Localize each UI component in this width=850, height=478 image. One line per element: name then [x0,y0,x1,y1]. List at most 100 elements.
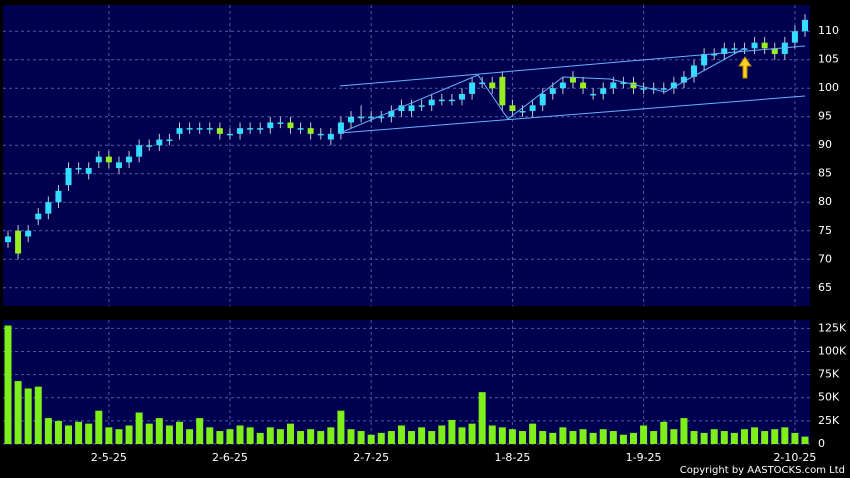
candle-body [701,54,708,66]
volume-bar [176,421,184,444]
volume-bar [680,418,688,444]
volume-bar [54,420,62,444]
candle-body [539,93,546,106]
volume-bar [206,427,214,444]
y-tick-label: 50K [818,391,840,404]
candle-body [519,111,526,113]
volume-bar [589,432,597,444]
candle-body [45,202,52,214]
volume-bar [791,432,799,444]
volume-bar [115,429,123,444]
candle-body [559,82,566,89]
volume-bar [34,386,42,444]
volume-bar [488,425,496,444]
candle-body [378,116,385,119]
volume-bar [438,425,446,444]
volume-bar [226,429,234,444]
candle-body [206,128,213,130]
volume-bar [347,429,355,444]
y-tick-label: 90 [818,138,832,151]
candle-body [126,156,133,163]
volume-bar [216,431,224,444]
volume-bar [771,429,779,444]
candle-body [428,99,435,106]
volume-bar [165,425,173,444]
y-tick-label: 100 [818,81,839,94]
candle-body [731,48,738,50]
candle-body [640,88,647,90]
y-tick-label: 65 [818,281,832,294]
candle-body [146,145,153,147]
y-tick-label: 110 [818,24,839,37]
candle-body [469,82,476,94]
volume-bar [700,432,708,444]
x-tick-label: 2-5-25 [91,451,127,464]
volume-bar [761,431,769,444]
candle-body [590,93,597,96]
volume-bar [286,423,294,444]
candle-body [65,168,72,186]
trend-lines [339,45,806,134]
candle-body [166,139,173,142]
volume-bar [196,418,204,444]
candle-body [569,76,576,83]
candle-body [25,230,32,237]
volume-bar [720,431,728,444]
candle-body [388,111,395,117]
channel-lower [339,95,806,134]
volume-bar [478,392,486,444]
candle-body [418,105,425,107]
candle-body [327,133,334,140]
y-tick-label: 85 [818,167,832,180]
volume-bar [508,429,516,444]
y-tick-label: 25K [818,414,840,427]
volume-bar [609,431,617,444]
volume-bar [599,429,607,444]
candle-body [186,128,193,130]
candle-body [368,116,375,119]
candle-body [267,122,274,129]
candle-body [458,93,465,100]
candle-body [479,82,486,85]
candle-body [85,168,92,174]
volume-bar [155,418,163,444]
candle-body [529,105,536,112]
candle-body [95,156,102,163]
volume-bar [357,431,365,444]
y-tick-label: 125K [818,321,847,334]
volume-bar [397,425,405,444]
candle-body [741,48,748,50]
volume-bar [629,432,637,444]
volume-bar [519,431,527,444]
candle-body [549,88,556,94]
candle-body [35,213,42,220]
candle-body [771,48,778,55]
candle-body [55,190,62,203]
volume-bar [619,434,627,444]
volume-bar [549,432,557,444]
y-tick-label: 100K [818,344,847,357]
x-tick-label: 2-7-25 [353,451,389,464]
volume-bar [660,421,668,444]
candle-body [257,128,264,130]
volume-bar [710,429,718,444]
y-tick-label: 80 [818,195,832,208]
volume-bar [145,423,153,444]
candle-body [791,31,798,43]
x-tick-label: 2-6-25 [212,451,248,464]
candle-body [721,48,728,55]
volume-bar [317,431,325,444]
candle-body [307,128,314,134]
x-tick-label: 2-10-25 [773,451,816,464]
volume-bar [670,429,678,444]
candle-body [509,105,516,112]
copyright: Copyright by AASTOCKS.com Ltd [680,465,845,476]
volume-bar [650,431,658,444]
candle-body [156,139,163,146]
candle-body [600,88,607,94]
candle-body [680,76,687,83]
y-tick-label: 75K [818,368,840,381]
candle-body [237,128,244,134]
